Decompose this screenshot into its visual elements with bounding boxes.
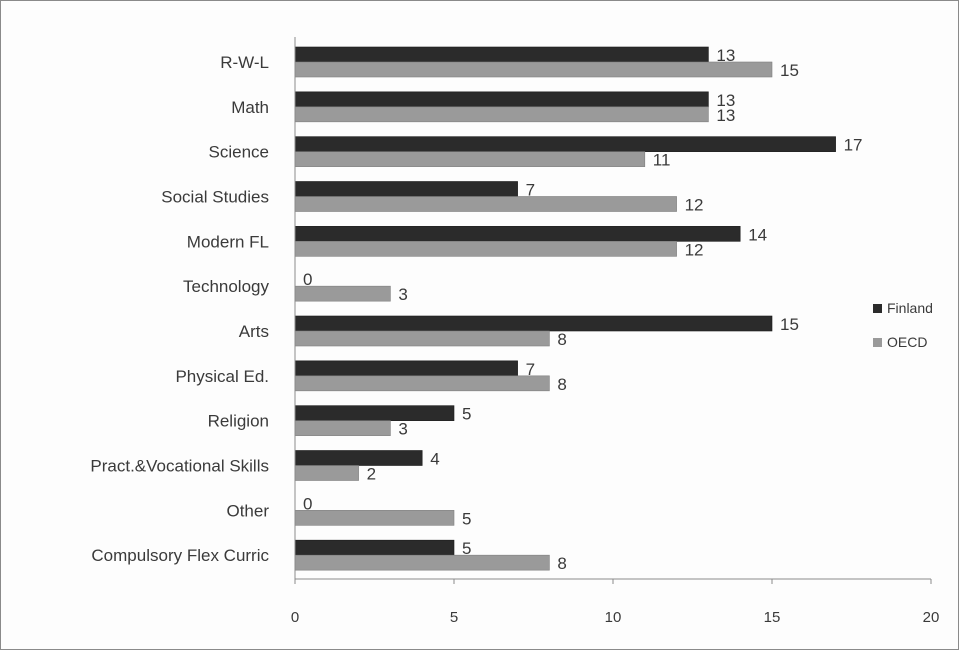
bar-finland — [294, 315, 773, 332]
bar-finland — [294, 226, 741, 242]
bar-oecd — [294, 510, 455, 526]
data-label-finland: 13 — [716, 46, 735, 65]
legend-swatch-oecd — [873, 338, 882, 347]
data-label-oecd: 5 — [462, 509, 471, 528]
data-label-finland: 0 — [303, 270, 312, 289]
bar-finland — [294, 91, 709, 108]
bar-finland — [294, 405, 455, 421]
category-label: Compulsory Flex Curric — [91, 546, 269, 565]
bar-finland — [294, 450, 423, 466]
legend: Finland OECD — [873, 300, 933, 350]
x-tick-label: 0 — [291, 609, 299, 626]
data-label-finland: 4 — [430, 450, 439, 469]
bar-finland — [294, 136, 836, 152]
data-label-oecd: 12 — [685, 196, 704, 215]
data-label-finland: 15 — [780, 315, 799, 334]
data-label-finland: 5 — [462, 405, 471, 424]
category-label: Modern FL — [187, 232, 269, 251]
bar-oecd — [294, 285, 391, 302]
x-tick-label: 10 — [605, 609, 622, 626]
bar-finland — [294, 360, 518, 377]
data-label-finland: 17 — [844, 136, 863, 155]
data-label-oecd: 8 — [557, 330, 566, 349]
data-label-oecd: 3 — [398, 285, 407, 304]
data-label-oecd: 11 — [653, 151, 671, 170]
data-label-oecd: 15 — [780, 61, 799, 80]
x-tick-label: 20 — [923, 609, 940, 626]
bar-oecd — [294, 61, 773, 78]
x-tick-label: 15 — [764, 609, 781, 626]
x-tick-label: 5 — [450, 609, 458, 626]
data-label-finland: 7 — [526, 360, 535, 379]
data-label-oecd: 2 — [367, 465, 376, 484]
data-label-finland: 0 — [303, 494, 312, 513]
bar-finland — [294, 539, 455, 556]
data-label-oecd: 13 — [716, 106, 735, 125]
bar-finland — [294, 46, 709, 63]
legend-label-oecd: OECD — [887, 334, 927, 350]
bar-oecd — [294, 465, 359, 481]
bar-oecd — [294, 554, 550, 571]
bar-oecd — [294, 106, 709, 123]
category-label: Science — [209, 143, 269, 162]
data-label-oecd: 8 — [557, 554, 566, 573]
category-label: Math — [231, 98, 269, 117]
category-label: Religion — [208, 412, 269, 431]
bar-oecd — [294, 420, 391, 436]
bar-oecd — [294, 375, 550, 392]
data-label-finland: 7 — [526, 181, 535, 200]
data-label-oecd: 12 — [685, 240, 704, 259]
legend-swatch-finland — [873, 304, 882, 313]
bar-oecd — [294, 196, 677, 212]
category-label: Social Studies — [161, 188, 269, 207]
category-label: Physical Ed. — [175, 367, 269, 386]
data-label-finland: 5 — [462, 539, 471, 558]
category-label: Pract.&Vocational Skills — [90, 457, 269, 476]
category-label: Other — [226, 501, 269, 520]
legend-label-finland: Finland — [887, 300, 933, 316]
data-label-oecd: 8 — [557, 375, 566, 394]
data-label-finland: 13 — [716, 91, 735, 110]
bar-oecd — [294, 241, 677, 257]
data-label-finland: 14 — [748, 225, 767, 244]
bar-finland — [294, 181, 518, 197]
axes-layer: R-W-L Math Science Social Studies Modern FL T… — [90, 37, 939, 626]
category-label: R-W-L — [220, 53, 269, 72]
data-label-oecd: 3 — [398, 420, 407, 439]
bar-oecd — [294, 151, 646, 167]
category-label: Arts — [239, 322, 269, 341]
category-label: Technology — [183, 277, 270, 296]
bar-oecd — [294, 330, 550, 347]
